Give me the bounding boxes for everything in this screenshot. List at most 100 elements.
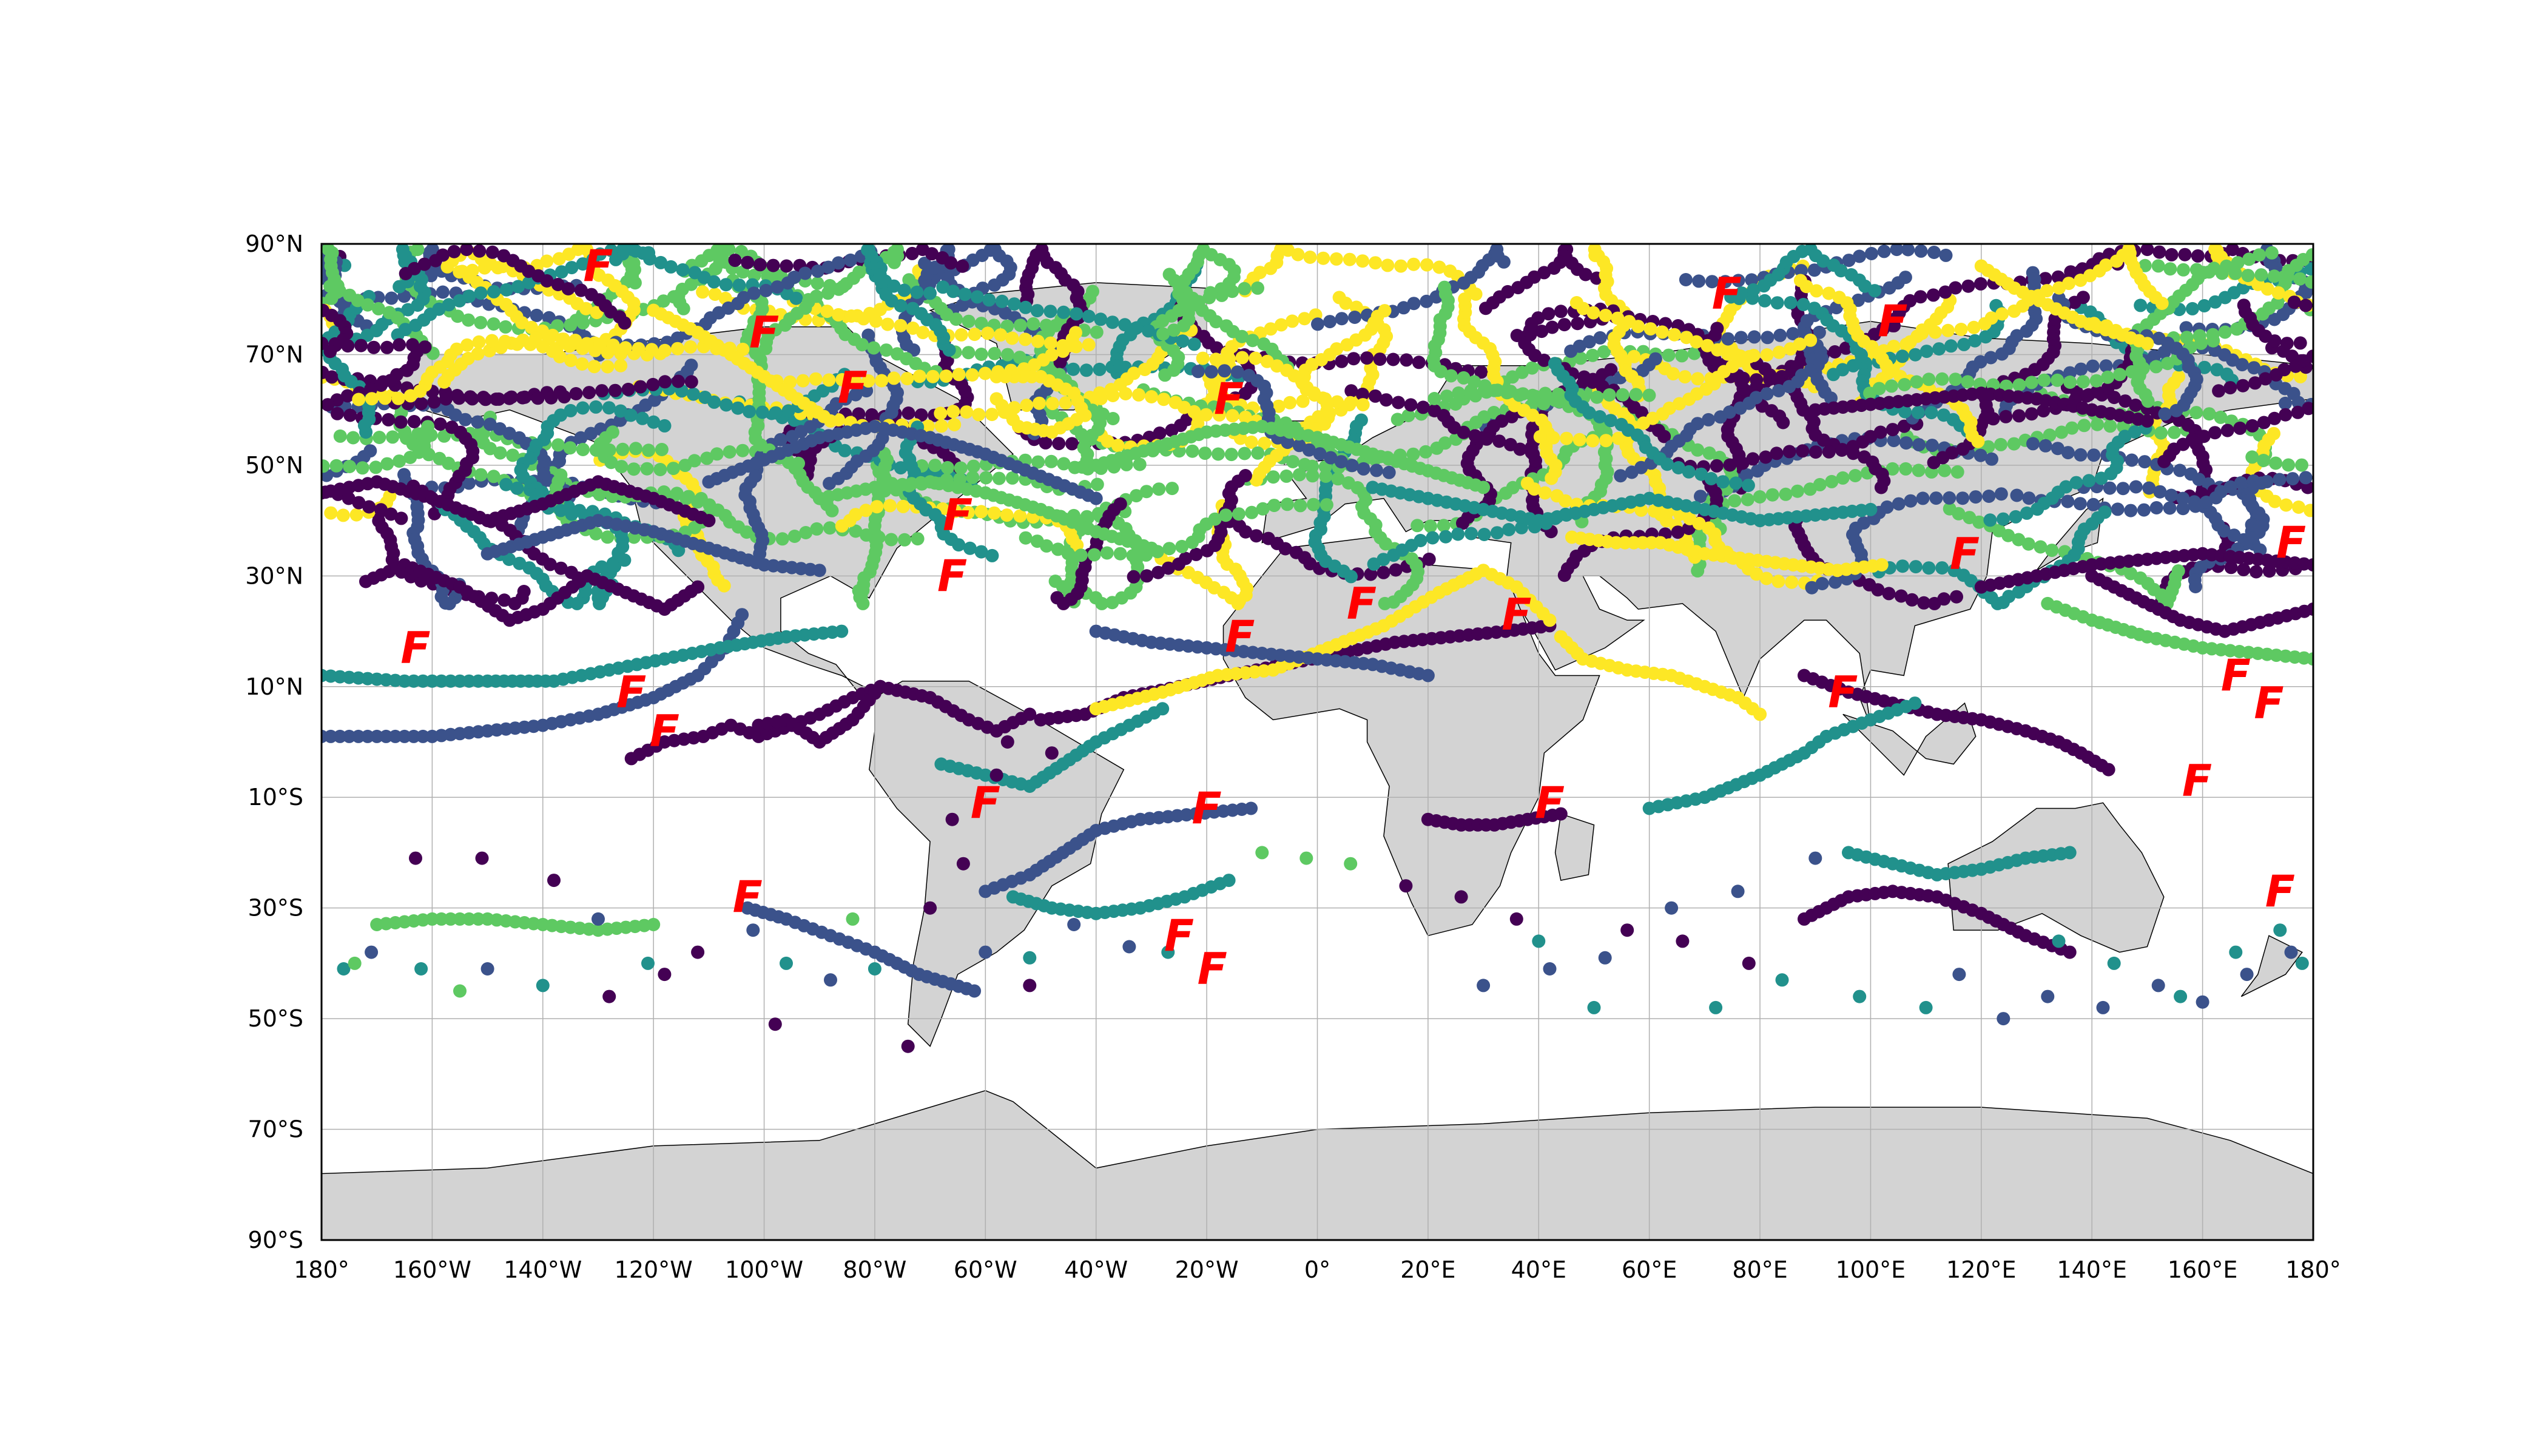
- track-point: [2009, 510, 2023, 524]
- track-point: [723, 445, 736, 459]
- track-point: [1005, 331, 1019, 345]
- track-point: [1404, 398, 1418, 412]
- track-point: [1750, 567, 1764, 581]
- track-point: [1784, 296, 1798, 309]
- track-point: [604, 244, 618, 257]
- track-point: [589, 527, 603, 541]
- track-point: [1700, 339, 1714, 352]
- track-point: [576, 316, 590, 330]
- track-point: [374, 503, 388, 517]
- track-point: [1983, 513, 1997, 527]
- track-point: [966, 470, 980, 484]
- track-point: [1244, 801, 1258, 815]
- track-point: [1899, 337, 1913, 351]
- track-point: [2184, 467, 2198, 481]
- track-point: [1245, 334, 1259, 348]
- track-point: [958, 288, 972, 302]
- track-point: [736, 291, 750, 305]
- track-point: [888, 255, 901, 269]
- track-point: [1187, 405, 1201, 419]
- track-point: [1061, 547, 1075, 561]
- track-point: [1750, 464, 1764, 478]
- track-point: [1911, 406, 1925, 419]
- track-point: [551, 278, 565, 291]
- track-point: [1113, 547, 1127, 561]
- track-point: [1611, 431, 1625, 445]
- track-point: [2149, 501, 2163, 514]
- track-point: [465, 392, 479, 406]
- track-point: [1279, 469, 1293, 483]
- track-point: [371, 302, 385, 315]
- track-point: [1356, 254, 1369, 268]
- track-point: [1884, 379, 1898, 393]
- track-point: [2279, 408, 2293, 422]
- track-point: [755, 405, 769, 419]
- track-point: [974, 505, 988, 519]
- track-point: [1691, 443, 1705, 457]
- track-point: [417, 257, 431, 271]
- track-point: [1922, 561, 1936, 575]
- track-point: [1759, 571, 1773, 585]
- track-point: [1492, 434, 1506, 448]
- track-point: [2031, 502, 2044, 516]
- track-point: [2094, 471, 2108, 485]
- track-point: [418, 340, 432, 354]
- track-point: [1090, 325, 1104, 339]
- track-point: [496, 260, 510, 274]
- track-point: [453, 674, 467, 688]
- track-point: [604, 456, 618, 470]
- track-point: [1796, 298, 1810, 311]
- track-point: [374, 379, 388, 392]
- track-point: [1892, 497, 1906, 511]
- track-point: [474, 286, 488, 300]
- track-point: [1807, 263, 1821, 277]
- track-point: [2101, 370, 2115, 384]
- track-point: [1070, 538, 1084, 552]
- track-point: [322, 244, 335, 257]
- track-point: [1056, 344, 1070, 358]
- track-point: [471, 415, 485, 429]
- track-point: [2171, 564, 2185, 578]
- track-point: [848, 374, 862, 388]
- track-point: [322, 398, 335, 412]
- track-point: [1087, 548, 1101, 562]
- track-point: [416, 674, 430, 688]
- track-point: [664, 260, 678, 274]
- track-point: [1153, 426, 1167, 440]
- track-point: [972, 408, 986, 422]
- track-point: [1671, 461, 1685, 474]
- track-point: [506, 448, 520, 462]
- track-point: [1822, 445, 1836, 459]
- track-point: [1694, 467, 1708, 481]
- track-point: [956, 259, 969, 273]
- track-point: [346, 431, 360, 445]
- track-point: [753, 258, 767, 272]
- track-point: [1873, 425, 1887, 439]
- track-point: [2289, 359, 2302, 373]
- track-point: [1759, 450, 1773, 464]
- track-point: [988, 346, 1002, 360]
- track-point: [325, 370, 339, 384]
- track-point: [2247, 361, 2261, 375]
- track-point: [708, 288, 722, 301]
- track-point: [1741, 493, 1754, 507]
- track-point: [1941, 323, 1955, 337]
- track-point: [1451, 527, 1465, 541]
- track-point: [982, 293, 996, 307]
- track-point: [2293, 272, 2307, 286]
- track-point: [1219, 319, 1233, 333]
- track-point: [1378, 596, 1392, 610]
- track-point: [743, 405, 756, 419]
- track-point: [367, 340, 381, 354]
- track-point: [1944, 339, 1958, 353]
- track-point: [1746, 452, 1760, 466]
- track-point: [647, 415, 661, 429]
- track-point: [968, 984, 982, 998]
- track-point: [1947, 564, 1961, 578]
- track-point: [2268, 411, 2282, 425]
- track-point: [434, 674, 448, 688]
- track-point: [1868, 284, 1882, 298]
- track-point: [906, 302, 920, 315]
- track-point: [2197, 299, 2211, 312]
